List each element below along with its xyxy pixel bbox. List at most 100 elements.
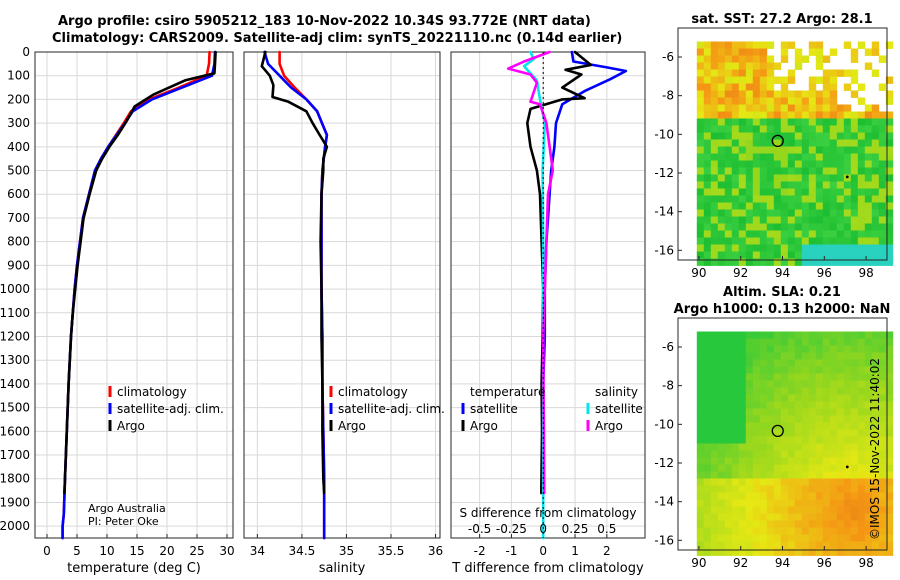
sla_map-cell — [710, 513, 719, 521]
sla_map-cell — [885, 548, 894, 556]
sst_map-cell — [710, 195, 719, 203]
sst_map-cell — [766, 153, 775, 161]
sla_map-cell — [766, 499, 775, 507]
sst_map-cell — [843, 209, 852, 217]
sst_map-cell — [745, 76, 754, 84]
sla_map-y-tick-label: -16 — [654, 533, 674, 547]
difference-legend-salinity-entry: satellite — [595, 402, 643, 416]
sla_map-cell — [808, 457, 817, 465]
sst_map-cell — [759, 160, 768, 168]
sla_map-cell — [885, 366, 894, 374]
sst_map-cell — [703, 216, 712, 224]
sla_map-cell — [703, 352, 712, 360]
sla_map-cell — [822, 366, 831, 374]
sla_map-cell — [836, 373, 845, 381]
sst_map-cell — [780, 230, 789, 238]
sla_map-cell — [843, 387, 852, 395]
sst_map-cell — [745, 104, 754, 112]
sst_map-cell — [829, 90, 838, 98]
sst_map-cell — [773, 97, 782, 105]
sla_map-cell — [885, 436, 894, 444]
sla_map-cell — [773, 485, 782, 493]
sla_map-cell — [738, 499, 747, 507]
sla_map-cell — [822, 450, 831, 458]
sla_map-cell — [773, 492, 782, 500]
sla_map-cell — [787, 450, 796, 458]
sst_map-cell — [787, 258, 796, 266]
sla_map-cell — [780, 450, 789, 458]
sla_map-cell — [787, 352, 796, 360]
sst_map-cell — [717, 244, 726, 252]
sla_map-cell — [878, 506, 887, 514]
sst_map-cell — [703, 104, 712, 112]
sla_map-cell — [766, 541, 775, 549]
sst_map-cell — [724, 69, 733, 77]
sst_map-cell — [780, 251, 789, 259]
sst_map-cell — [787, 216, 796, 224]
sla_map-cell — [717, 478, 726, 486]
sla_map-cell — [703, 359, 712, 367]
sla_map-cell — [717, 387, 726, 395]
sla_map-cell — [780, 338, 789, 346]
sst_map-cell — [871, 251, 880, 259]
sla_map-cell — [738, 534, 747, 542]
sla_map-cell — [787, 345, 796, 353]
difference-top-axis-label: S difference from climatology — [460, 506, 637, 520]
sla_map-cell — [857, 548, 866, 556]
sst_map-cell — [759, 97, 768, 105]
sst_map-cell — [885, 146, 894, 154]
sst_map-cell — [717, 139, 726, 147]
sst_map-cell — [787, 97, 796, 105]
sla_map-cell — [850, 387, 859, 395]
sst_map-cell — [731, 202, 740, 210]
sst_map-cell — [710, 97, 719, 105]
sla_map-cell — [878, 415, 887, 423]
sst_map-cell — [738, 146, 747, 154]
sst_map-cell — [822, 174, 831, 182]
sla_map-y-tick-label: -8 — [662, 379, 674, 393]
sla_map-cell — [752, 429, 761, 437]
sst_map-cell — [752, 244, 761, 252]
sst_map-cell — [843, 181, 852, 189]
sst_map-cell — [696, 55, 705, 63]
sla_map-cell — [794, 352, 803, 360]
sst_map-cell — [829, 153, 838, 161]
sla_map-cell — [857, 478, 866, 486]
sst_map-cell — [829, 83, 838, 91]
depth-tick-label: 1400 — [0, 377, 30, 391]
sst_map-cell — [815, 153, 824, 161]
sst_map-cell — [815, 118, 824, 126]
sst_map-cell — [731, 223, 740, 231]
sst_map-cell — [822, 230, 831, 238]
sst_map-cell — [766, 251, 775, 259]
sla_map-cell — [829, 408, 838, 416]
sla_map-cell — [710, 436, 719, 444]
sst_map-cell — [822, 90, 831, 98]
sla_map-cell — [864, 373, 873, 381]
sla_map-cell — [752, 485, 761, 493]
sla_map-cell — [829, 499, 838, 507]
sla_map-cell — [836, 485, 845, 493]
sla_map-cell — [703, 443, 712, 451]
sla_map-cell — [717, 352, 726, 360]
sla_map-cell — [864, 499, 873, 507]
sla_map-cell — [794, 443, 803, 451]
sla_map-cell — [815, 527, 824, 535]
sla_map-cell — [808, 401, 817, 409]
sla_map-cell — [738, 394, 747, 402]
sst_map-cell — [843, 223, 852, 231]
sla_map-cell — [752, 506, 761, 514]
sst_map-cell — [815, 237, 824, 245]
sst_map-cell — [731, 181, 740, 189]
sla_map-cell — [717, 506, 726, 514]
sst_map-cell — [766, 258, 775, 266]
sla_map-cell — [717, 408, 726, 416]
sst_map-cell — [815, 132, 824, 140]
salinity-x-tick-label: 35.5 — [378, 544, 405, 558]
sst_map-cell — [724, 125, 733, 133]
sla_map-cell — [787, 464, 796, 472]
sla_map-cell — [759, 541, 768, 549]
sla_map-cell — [857, 464, 866, 472]
sla_map-cell — [864, 443, 873, 451]
sla_map-cell — [864, 464, 873, 472]
